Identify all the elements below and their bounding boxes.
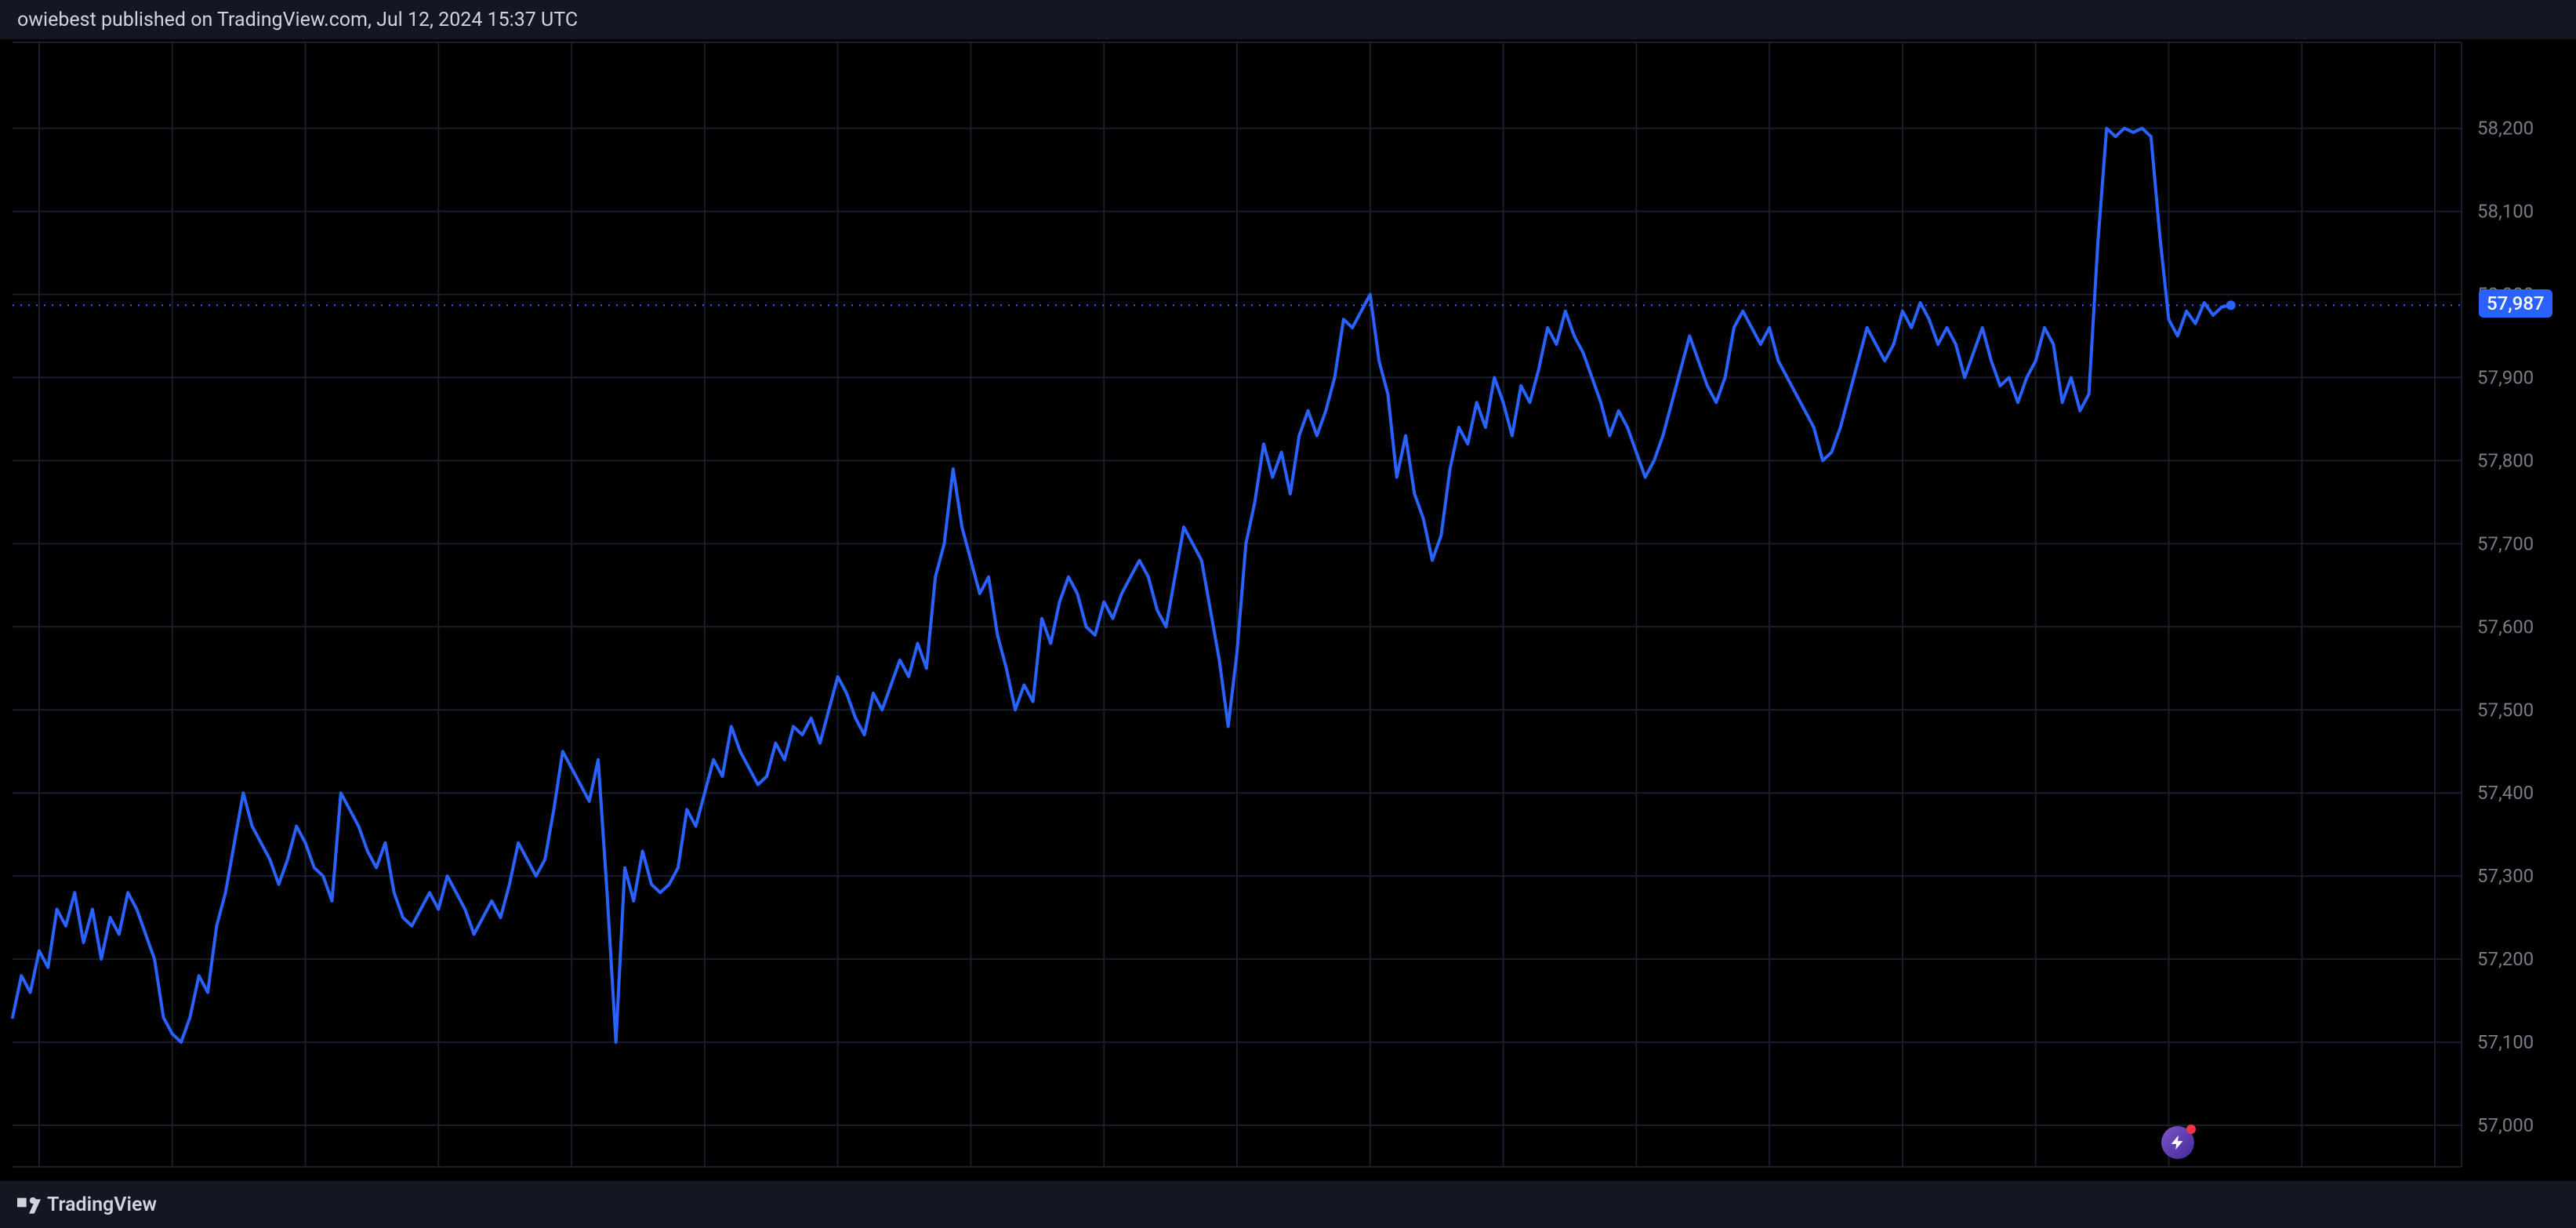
y-axis-label: 57,500 — [2477, 699, 2534, 721]
publisher-info: owiebest published on TradingView.com, J… — [17, 9, 578, 31]
footer-brand-text: TradingView — [47, 1193, 157, 1216]
y-axis-label: 57,700 — [2477, 532, 2534, 554]
y-axis-label: 57,600 — [2477, 616, 2534, 638]
y-axis-label: 57,300 — [2477, 865, 2534, 887]
chart-area[interactable]: 11:3011:4512:0012:1512:3012:4513:0013:15… — [0, 39, 2576, 1181]
chart-container: owiebest published on TradingView.com, J… — [0, 0, 2576, 1228]
last-price-dot — [2226, 300, 2236, 310]
y-axis-label: 57,200 — [2477, 948, 2534, 970]
y-axis-label: 57,400 — [2477, 782, 2534, 804]
footer-bar: TradingView — [0, 1181, 2576, 1228]
y-axis-label: 57,800 — [2477, 449, 2534, 471]
top-bar: owiebest published on TradingView.com, J… — [0, 0, 2576, 39]
y-axis-label: 58,100 — [2477, 201, 2534, 223]
y-axis-label: 58,200 — [2477, 118, 2534, 140]
last-price-tag: 57,987 — [2479, 289, 2552, 318]
bolt-notification-dot — [2186, 1124, 2196, 1134]
y-axis-label: 57,100 — [2477, 1031, 2534, 1053]
y-axis-label: 57,000 — [2477, 1114, 2534, 1136]
y-axis-label: 57,900 — [2477, 366, 2534, 388]
tradingview-logo[interactable]: TradingView — [17, 1193, 157, 1216]
bolt-icon[interactable] — [2161, 1126, 2194, 1159]
chart-svg[interactable]: 11:3011:4512:0012:1512:3012:4513:0013:15… — [0, 39, 2576, 1181]
